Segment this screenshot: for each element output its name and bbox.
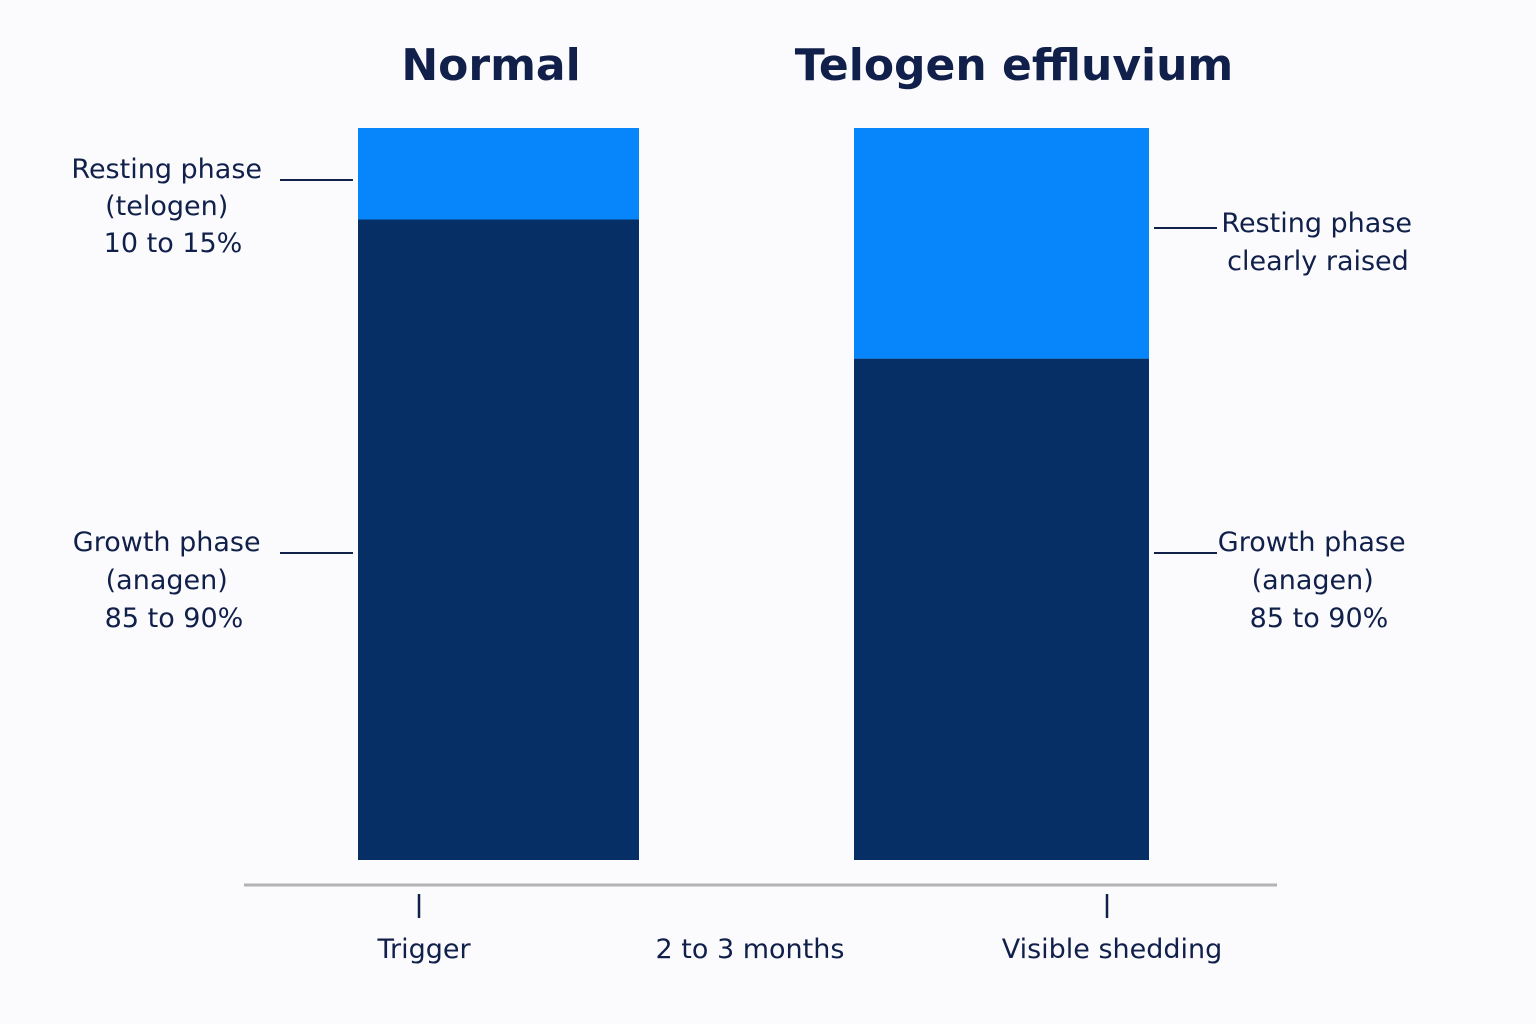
timeline-trigger-label: Trigger (376, 934, 471, 965)
normal-growth-label: Growth phase (anagen) 85 to 90% (73, 527, 269, 634)
bars-group (358, 128, 1149, 860)
bar-telogen-effluvium-growth (854, 358, 1149, 860)
timeline-interval-label: 2 to 3 months (656, 934, 845, 965)
telogen-effluvium-title: Telogen effluvium (795, 40, 1234, 91)
bar-normal-resting (358, 128, 639, 220)
bar-telogen-effluvium-resting (854, 128, 1149, 359)
bar-normal-growth (358, 219, 639, 860)
normal-title: Normal (401, 40, 580, 91)
te-growth-label: Growth phase (anagen) 85 to 90% (1218, 527, 1414, 634)
timeline-shedding-label: Visible shedding (1002, 934, 1223, 965)
normal-resting-label: Resting phase (telogen) 10 to 15% (71, 154, 270, 259)
te-resting-label: Resting phase clearly raised (1221, 208, 1420, 277)
